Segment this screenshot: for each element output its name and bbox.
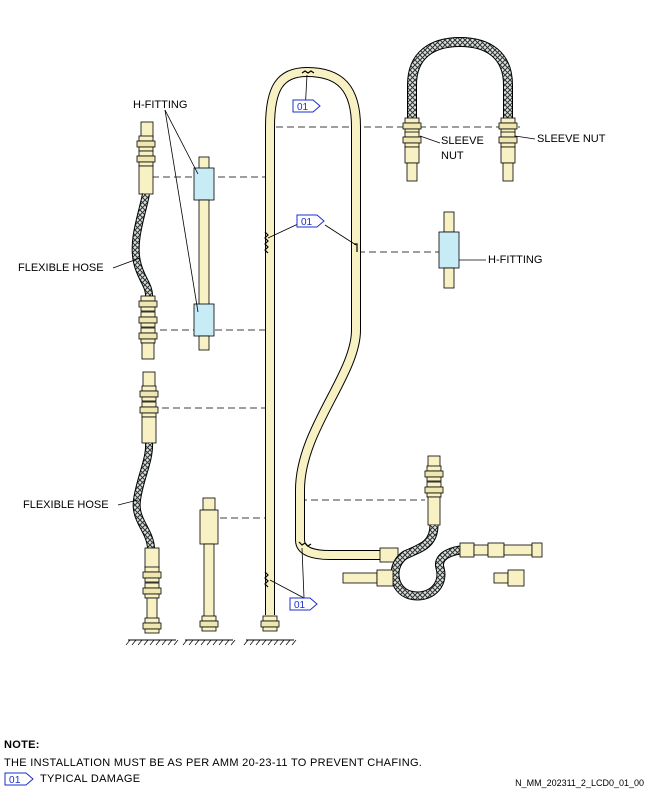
damage-tag-icon: 01 <box>4 772 34 786</box>
h-fitting-assembly <box>193 156 215 351</box>
coil-assembly <box>342 455 543 601</box>
sleeve-nut-label-right: SLEEVE NUT <box>537 133 606 145</box>
svg-text:01: 01 <box>297 102 309 113</box>
h-fitting-label-right: H-FITTING <box>488 254 542 266</box>
svg-text:01: 01 <box>301 217 313 228</box>
note-title: NOTE: <box>4 739 40 751</box>
flexible-hose-label-top: FLEXIBLE HOSE <box>18 262 104 274</box>
svg-text:01: 01 <box>9 775 21 786</box>
figure-reference: N_MM_202311_2_LCD0_01_00 <box>515 778 644 788</box>
h-fitting-lower <box>193 303 215 337</box>
h-fitting-right-assembly <box>438 211 460 289</box>
damage-tag: 01 <box>292 99 321 113</box>
leader-lines <box>152 126 520 519</box>
legend-text: TYPICAL DAMAGE <box>40 773 141 785</box>
damage-tag: 01 <box>289 597 318 611</box>
left-assembly <box>125 121 179 646</box>
sleeve-nut-label-left-1: SLEEVE <box>441 135 484 147</box>
long-tube <box>243 66 399 646</box>
sleeve-nut-label-left-2: NUT <box>441 150 464 162</box>
flexible-hose-label-bottom: FLEXIBLE HOSE <box>23 499 109 511</box>
short-tube-assembly <box>182 497 236 646</box>
u-hose-assembly <box>402 36 518 182</box>
note-legend: 01 TYPICAL DAMAGE <box>4 772 140 786</box>
damage-tag: 01 <box>296 214 325 228</box>
svg-text:01: 01 <box>294 600 306 611</box>
label-leaders <box>112 74 536 599</box>
h-fitting-label-left: H-FITTING <box>133 99 187 111</box>
note-text: THE INSTALLATION MUST BE AS PER AMM 20-2… <box>4 757 423 769</box>
h-fitting-right <box>438 231 460 269</box>
